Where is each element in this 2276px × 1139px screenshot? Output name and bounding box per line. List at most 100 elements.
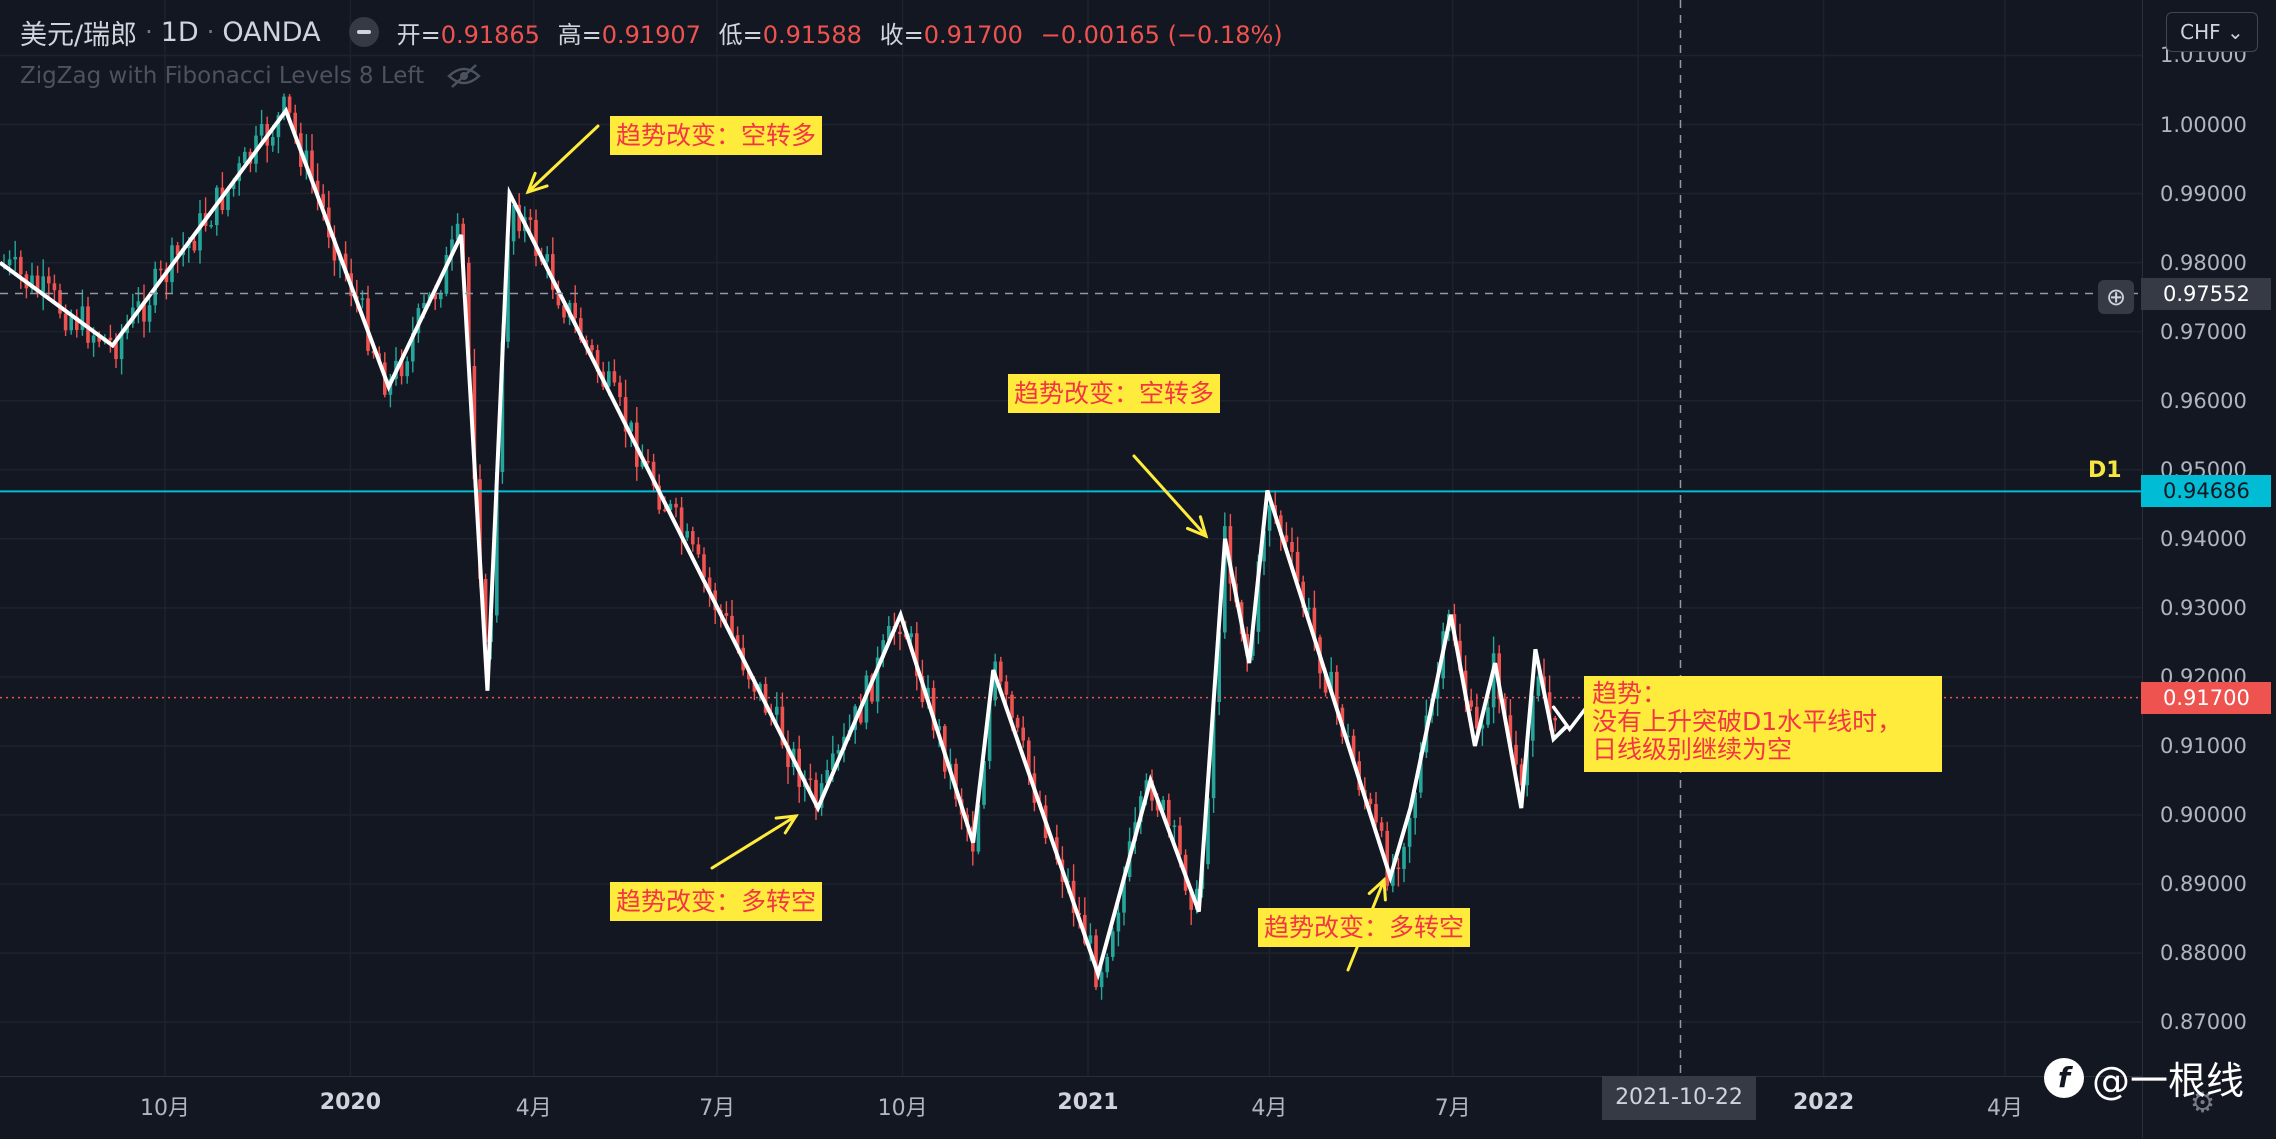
annotation-label[interactable]: 趋势改变：多转空 [610,882,823,921]
candle-body [551,254,555,290]
candle-body [1004,681,1009,695]
candle-body [1284,535,1289,543]
price-tick-label: 0.99000 [2160,181,2247,206]
watermark: f @一根线 [2044,1050,2244,1105]
symbol-name[interactable]: 美元/瑞郎 [20,19,138,51]
open-value: 0.91865 [440,20,540,49]
candle-body [19,256,23,275]
candle-body [595,350,600,372]
candle-body [562,305,566,318]
candle-body [702,554,706,578]
candle-body [1491,653,1496,708]
candle-body [1211,702,1216,799]
candle-body [483,579,488,643]
candle-body [691,531,695,545]
zigzag-hook [1551,701,1592,733]
candle-body [444,254,449,294]
high-value: 0.91907 [601,20,701,49]
candle-body [371,350,376,354]
candle-body [814,779,818,808]
candle-body [730,615,734,636]
candle-body [982,760,986,805]
settings-gear-icon[interactable]: ⚙ [2190,1086,2216,1119]
candle-body [114,340,118,360]
candle-body [1111,931,1115,957]
annotation-label[interactable]: 趋势改变：多转空 [1258,908,1471,947]
eye-hidden-icon[interactable] [446,62,482,90]
candle-body [685,531,689,538]
candle-body [1178,825,1182,855]
currency-button[interactable]: CHF ⌄ [2166,12,2258,52]
candle-body [1223,526,1227,633]
candle-body [612,371,617,383]
time-tick-label: 2021 [1057,1090,1119,1115]
candle-body [198,213,202,251]
time-axis[interactable] [0,1076,2142,1139]
annotation-label[interactable]: 趋势改变：空转多 [1008,374,1221,413]
annotation-label[interactable]: 趋势改变：空转多 [610,116,823,155]
legend-separator: · [145,18,153,46]
candle-body [142,301,146,322]
candle-body [271,137,275,146]
trend-note-box[interactable]: 趋势： 没有上升突破D1水平线时， 日线级别继续为空 [1584,676,1942,772]
candle-body [999,661,1003,682]
candle-body [7,259,12,266]
high-label: 高= [557,20,602,49]
price-axis[interactable] [2142,0,2276,1138]
candle-body [159,268,163,271]
add-alert-plus-icon[interactable]: ⊕ [2098,280,2134,314]
candle-body [674,503,678,508]
time-tick-label: 10月 [140,1096,190,1121]
broker-label: OANDA [222,16,321,48]
candle-body [954,763,958,800]
candle-body [1402,846,1406,869]
candle-body [1172,825,1177,828]
low-value: 0.91588 [762,20,862,49]
candle-body [360,298,365,300]
candle-body [1335,671,1339,708]
candle-body [1553,717,1557,721]
indicator-legend[interactable]: ZigZag with Fibonacci Levels 8 Left [20,62,482,90]
annotation-arrowhead [1367,876,1387,902]
time-tick-label: 7月 [1434,1096,1471,1121]
collapse-legend-button[interactable] [348,17,379,47]
candle-body [528,217,533,220]
candle-body [618,382,622,398]
crosshair-price-tag: 0.97552 [2141,277,2271,310]
candle-body [1206,798,1210,865]
candle-body [1486,707,1490,725]
candle-body [80,306,85,331]
candle-body [579,318,583,341]
last-price-tag: 0.91700 [2141,681,2271,714]
price-tick-label: 0.89000 [2160,872,2247,897]
candle-body [976,804,981,852]
candle-body [1116,912,1121,932]
candle-body [1010,694,1014,718]
time-tick-label: 4月 [1986,1096,2023,1121]
candle-body [780,706,785,746]
candle-body [517,204,521,232]
candle-body [35,275,40,293]
candle-body [399,360,404,377]
candle-body [735,635,740,648]
price-tick-label: 1.00000 [2160,112,2247,137]
candle-body [304,150,309,167]
candle-body [1368,798,1373,804]
candle-body [75,316,79,331]
candle-body [545,254,549,262]
candle-body [47,276,51,284]
candle-body [1531,695,1535,741]
timeframe-label[interactable]: 1D [160,16,199,48]
candle-body [439,293,443,300]
candle-body [1435,678,1440,699]
candle-body [758,683,762,692]
candle-body [1290,542,1294,552]
crosshair-date-tag: 2021-10-22 [1602,1076,1756,1120]
candle-body [506,241,510,342]
candle-body [175,245,180,256]
candle-body [646,461,650,463]
candle-body [450,239,454,255]
candle-body [1295,551,1300,582]
candle-body [887,626,891,641]
